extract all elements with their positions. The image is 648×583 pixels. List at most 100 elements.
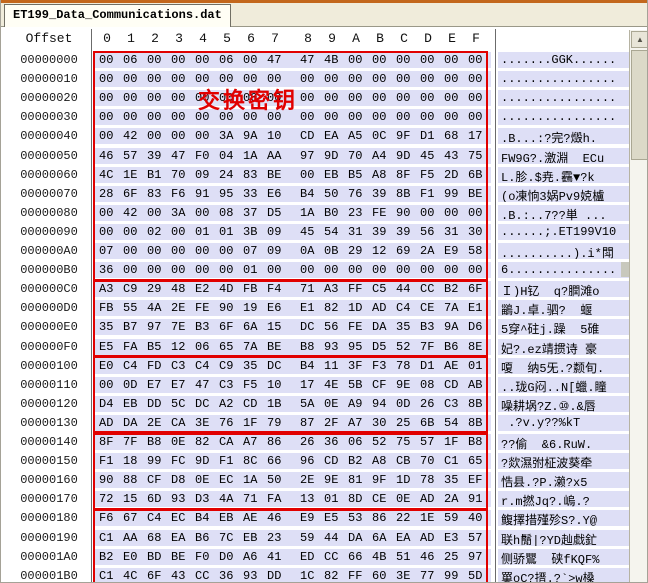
hex-byte-cell[interactable]: 2E	[147, 415, 162, 430]
ascii-stripe[interactable]: Ｉ)H钇 q?膶滩o	[498, 281, 629, 298]
hex-byte-cell[interactable]: 5D	[468, 568, 483, 583]
hex-byte-cell[interactable]: B0	[324, 205, 339, 220]
hex-byte-cell[interactable]: 00	[123, 91, 138, 106]
hex-byte-cell[interactable]: AE	[444, 358, 459, 373]
hex-byte-cell[interactable]: A8	[372, 167, 387, 182]
hex-byte-cell[interactable]: 00	[396, 53, 411, 67]
hex-byte-cell[interactable]: 00	[420, 53, 435, 67]
hex-byte-cell[interactable]: F6	[171, 186, 186, 201]
hex-byte-cell[interactable]: 18	[123, 454, 138, 469]
ascii-stripe[interactable]: 5穿^砫j.躁 5碓	[498, 319, 629, 336]
hex-byte-cell[interactable]: 00	[300, 110, 315, 125]
hex-byte-cell[interactable]: 00	[171, 91, 186, 106]
hex-byte-cell[interactable]: 33	[243, 186, 258, 201]
hex-byte-cell[interactable]: 00	[99, 91, 114, 106]
ascii-stripe[interactable]: ?欻濕弣柾波葵牵	[498, 453, 629, 470]
hex-byte-cell[interactable]: C3	[219, 377, 234, 392]
hex-byte-cell[interactable]: 00	[324, 72, 339, 87]
hex-byte-cell[interactable]: 00	[147, 72, 162, 87]
hex-byte-cell[interactable]: 00	[99, 205, 114, 220]
hex-byte-cell[interactable]: A2	[219, 396, 234, 411]
hex-byte-cell[interactable]: 66	[267, 454, 282, 469]
hex-byte-cell[interactable]: 40	[468, 511, 483, 526]
hex-byte-cell[interactable]: 3B	[243, 224, 258, 239]
hex-byte-cell[interactable]: 00	[372, 263, 387, 278]
hex-byte-cell[interactable]: 60	[372, 568, 387, 583]
hex-byte-cell[interactable]: 00	[147, 53, 162, 67]
hex-byte-cell[interactable]: F1	[99, 454, 114, 469]
hex-byte-cell[interactable]: E9	[444, 244, 459, 258]
hex-byte-cell[interactable]: 4E	[324, 377, 339, 392]
ascii-stripe[interactable]: ..........).i*閗	[498, 243, 629, 259]
hex-byte-cell[interactable]: 15	[123, 492, 138, 507]
hex-byte-cell[interactable]: C3	[444, 396, 459, 411]
hex-byte-cell[interactable]: 67	[123, 511, 138, 526]
hex-byte-cell[interactable]: C4	[123, 358, 138, 373]
hex-byte-cell[interactable]: AB	[468, 377, 483, 392]
hex-byte-cell[interactable]: 8D	[348, 492, 363, 507]
hex-byte-cell[interactable]: 00	[171, 224, 186, 239]
hex-byte-cell[interactable]: 31	[444, 224, 459, 239]
hex-byte-cell[interactable]: 4A	[219, 492, 234, 507]
hex-byte-cell[interactable]: 45	[420, 148, 435, 163]
hex-byte-cell[interactable]: B1	[147, 167, 162, 182]
hex-byte-cell[interactable]: 28	[99, 186, 114, 201]
hex-byte-cell[interactable]: 70	[348, 148, 363, 163]
hex-byte-cell[interactable]: B2	[348, 454, 363, 469]
hex-byte-cell[interactable]: CA	[219, 435, 234, 449]
hex-byte-cell[interactable]: 07	[243, 244, 258, 258]
hex-byte-cell[interactable]: 75	[468, 148, 483, 163]
hex-bytes-stripe[interactable]: 00 00 00 00 00 00 00 00 00 00 00 00 00 00 00 00	[94, 71, 491, 88]
hex-byte-cell[interactable]: 0C	[372, 129, 387, 144]
hex-byte-cell[interactable]: D1	[420, 358, 435, 373]
ascii-stripe[interactable]: ......;.ET199V10	[498, 223, 629, 240]
hex-bytes-stripe[interactable]: 90 88 CF D8 0E EC 1A 50 2E 9E 81 9F 1D 78 35 EF	[94, 472, 491, 489]
hex-byte-cell[interactable]: F1	[219, 454, 234, 469]
hex-byte-cell[interactable]: 99	[444, 186, 459, 201]
hex-byte-cell[interactable]: 54	[444, 415, 459, 430]
hex-byte-cell[interactable]: D1	[420, 129, 435, 144]
hex-byte-cell[interactable]: 00	[468, 91, 483, 106]
hex-byte-cell[interactable]: 3A	[171, 205, 186, 220]
hex-byte-cell[interactable]: 0E	[396, 492, 411, 507]
hex-byte-cell[interactable]: 00	[99, 53, 114, 67]
hex-bytes-stripe[interactable]: 00 0D E7 E7 47 C3 F5 10 17 4E 5B CF 9E 08 CD AB	[94, 376, 491, 393]
hex-byte-cell[interactable]: BE	[267, 167, 282, 182]
hex-byte-cell[interactable]: 04	[219, 148, 234, 163]
hex-byte-cell[interactable]: 7C	[219, 530, 234, 545]
hex-byte-cell[interactable]: 13	[300, 492, 315, 507]
hex-byte-cell[interactable]: 47	[195, 377, 210, 392]
hex-byte-cell[interactable]: 90	[219, 301, 234, 316]
hex-byte-cell[interactable]: 00	[444, 205, 459, 220]
hex-byte-cell[interactable]: 42	[123, 129, 138, 144]
ascii-stripe[interactable]: 妃?.ez靖掼诗 豪	[498, 338, 629, 355]
hex-byte-cell[interactable]: 00	[267, 110, 282, 125]
hex-byte-cell[interactable]: 00	[171, 72, 186, 87]
hex-byte-cell[interactable]: 00	[147, 110, 162, 125]
hex-byte-cell[interactable]: 91	[195, 186, 210, 201]
hex-byte-cell[interactable]: 82	[324, 568, 339, 583]
hex-byte-cell[interactable]: CD	[300, 129, 315, 144]
hex-byte-cell[interactable]: 99	[444, 568, 459, 583]
hex-byte-cell[interactable]: 00	[372, 72, 387, 87]
hex-byte-cell[interactable]: 00	[147, 129, 162, 144]
hex-byte-cell[interactable]: 88	[123, 473, 138, 488]
ascii-stripe[interactable]: ................	[498, 109, 629, 126]
hex-byte-cell[interactable]: F0	[195, 549, 210, 564]
hex-byte-cell[interactable]: 31	[348, 224, 363, 239]
hex-byte-cell[interactable]: 4D	[219, 282, 234, 297]
hex-byte-cell[interactable]: 00	[372, 110, 387, 125]
hex-byte-cell[interactable]: FE	[195, 301, 210, 316]
hex-byte-cell[interactable]: A3	[99, 282, 114, 297]
hex-byte-cell[interactable]: 00	[147, 205, 162, 220]
hex-byte-cell[interactable]: 00	[243, 91, 258, 106]
hex-byte-cell[interactable]: 94	[372, 396, 387, 411]
hex-byte-cell[interactable]: FD	[147, 358, 162, 373]
hex-byte-cell[interactable]: 7E	[171, 320, 186, 335]
hex-byte-cell[interactable]: 83	[147, 186, 162, 201]
hex-byte-cell[interactable]: 39	[147, 148, 162, 163]
hex-byte-cell[interactable]: FB	[99, 301, 114, 316]
hex-byte-cell[interactable]: 00	[324, 110, 339, 125]
hex-bytes-stripe[interactable]: A3 C9 29 48 E2 4D FB F4 71 A3 FF C5 44 CC B2 6F	[94, 281, 491, 298]
hex-byte-cell[interactable]: E6	[267, 301, 282, 316]
